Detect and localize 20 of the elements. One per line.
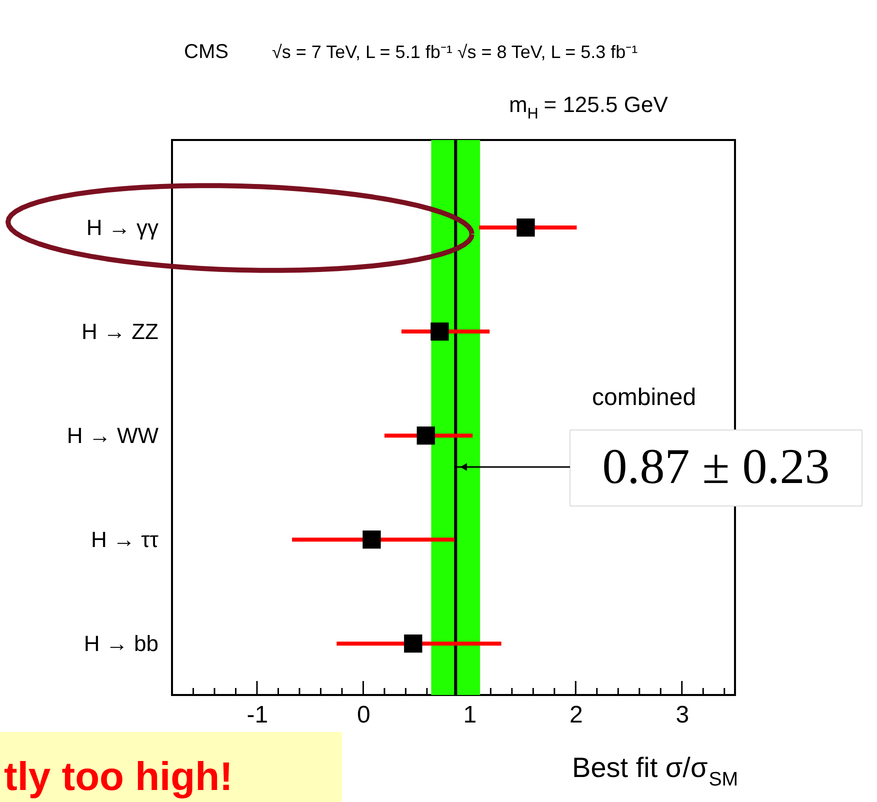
x-tick-label: -1 (246, 702, 268, 728)
y-tick-label: H → ττ (91, 527, 159, 552)
point (516, 218, 535, 237)
point (430, 322, 449, 341)
y-tick-label: H → ZZ (82, 319, 158, 344)
text: tly too high! (4, 755, 233, 799)
text: CMS (184, 41, 228, 63)
x-tick-label: 3 (676, 702, 690, 728)
y-tick-label: H → γγ (86, 215, 158, 240)
x-tick-label: 2 (569, 702, 583, 728)
text: √s = 7 TeV, L = 5.1 fb⁻¹ √s = 8 TeV, L = 5.3 fb⁻¹ (272, 42, 638, 62)
y-tick-label: H → WW (66, 423, 159, 448)
annotation: combined (592, 384, 696, 411)
point (362, 530, 381, 549)
point (416, 426, 435, 445)
x-tick-label: 1 (463, 702, 477, 728)
annotation: 0.87 ± 0.23 (602, 438, 830, 494)
x-tick-label: 0 (357, 702, 370, 728)
y-tick-label: H → bb (84, 631, 158, 656)
point (404, 634, 422, 653)
